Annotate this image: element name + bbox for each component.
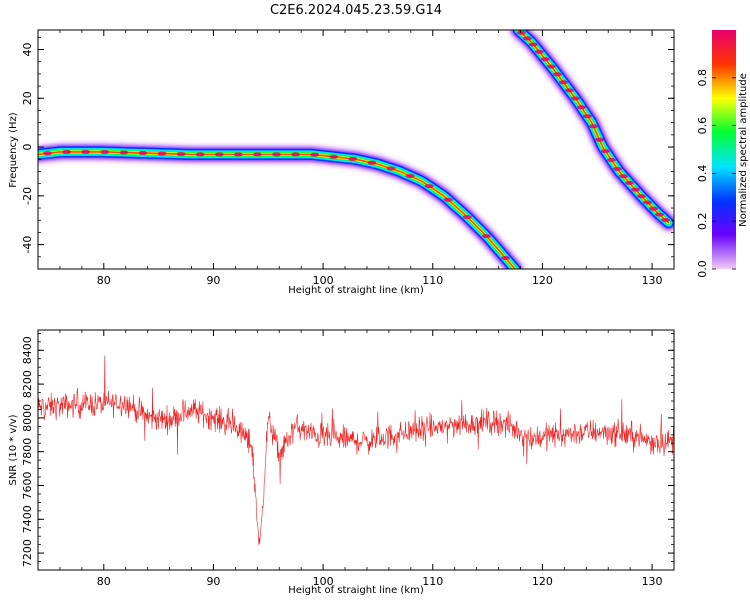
spectrogram-peak	[443, 197, 453, 202]
spectrogram-peak	[588, 124, 598, 129]
spectrogram-x-tick-label: 80	[97, 274, 111, 287]
spectrogram-peak	[649, 206, 658, 211]
snr-series-line	[38, 355, 674, 545]
spectrogram-peak	[637, 194, 646, 199]
spectrogram-peak	[195, 152, 205, 157]
spectrogram-x-tick-label: 110	[422, 274, 443, 287]
colorbar: 0.0 0.2 0.4 0.6 0.8 Normalized spectral ampl…	[696, 30, 749, 278]
colorbar-tick-label: 0.8	[696, 69, 709, 87]
snr-background	[38, 330, 674, 570]
spectrogram-y-tick-label: 20	[21, 91, 34, 105]
snr-y-tick-label: 7800	[21, 438, 34, 466]
spectrogram-frame	[37, 29, 675, 270]
snr-y-axis-title: SNR (10 * v/v)	[8, 414, 19, 485]
spectrogram-peak	[62, 149, 72, 154]
spectrogram-peak	[252, 152, 262, 157]
snr-x-tick-label: 100	[313, 575, 334, 588]
spectrogram-peak	[462, 215, 472, 219]
spectrogram-peak	[655, 212, 664, 217]
spectrogram-peak	[501, 256, 510, 260]
spectrogram-y-axis-title: Frequency (Hz)	[8, 112, 19, 188]
spectrogram-peak	[576, 105, 586, 110]
colorbar-scale	[712, 30, 736, 269]
figure-title: C2E6.2024.045.23.59.G14	[270, 3, 442, 18]
snr-frame	[37, 329, 675, 571]
spectrogram-peak	[600, 149, 610, 154]
snr-x-tick-label: 130	[642, 575, 663, 588]
spectrogram-peak	[570, 96, 580, 101]
spectrogram-peak	[618, 174, 628, 179]
spectrogram-peak	[516, 30, 526, 35]
colorbar-axis: 0.0 0.2 0.4 0.6 0.8	[696, 69, 736, 278]
spectrogram-y-tick-label: 0	[21, 144, 34, 151]
spectrogram-peak	[367, 160, 377, 165]
spectrogram-peak	[100, 150, 110, 154]
snr-axes: 80 90 100 110 120 130 8400 8200 8000 7800 7600 7400…	[21, 330, 675, 588]
snr-y-tick-label: 8000	[21, 404, 34, 432]
spectrogram-x-axis-title: Height of straight line (km)	[288, 285, 424, 296]
spectrogram-peak	[138, 151, 148, 155]
snr-y-tick-label: 8200	[21, 370, 34, 398]
snr-y-tick-label: 7400	[21, 505, 34, 533]
spectrogram-peak	[540, 57, 550, 62]
spectrogram-peak	[214, 152, 224, 157]
spectrogram-peak	[564, 88, 574, 93]
spectrogram-y-tick-label: -40	[21, 236, 34, 254]
spectrogram-peak	[606, 158, 616, 162]
spectrogram-axes: 80 90 100 110 120 130 40 20 0 -20 -40	[21, 30, 675, 287]
spectrogram-y-tick-label: -20	[21, 187, 34, 205]
spectrogram-peak	[612, 166, 622, 171]
snr-y-tick-label: 8400	[21, 336, 34, 364]
spectrogram-peak	[625, 180, 634, 185]
spectrogram-x-tick-label: 100	[313, 274, 334, 287]
spectrogram-peak	[546, 64, 556, 69]
snr-panel: 80 90 100 110 120 130 8400 8200 8000 7800 7600 7400…	[8, 329, 675, 596]
snr-y-tick-label: 7200	[21, 539, 34, 567]
spectrogram-tracks	[38, 30, 674, 269]
colorbar-title: Normalized spectral amplitude	[738, 73, 749, 227]
snr-y-tick-label: 7600	[21, 471, 34, 499]
snr-x-tick-label: 110	[422, 575, 443, 588]
spectrogram-peak	[386, 166, 396, 171]
spectrogram-peak	[119, 150, 129, 155]
spectrogram-y-tick-label: 40	[21, 43, 34, 57]
spectrogram-peak	[157, 151, 167, 156]
spectrogram-peak	[558, 80, 568, 85]
colorbar-tick-label: 0.2	[696, 212, 709, 230]
spectrogram-x-tick-label: 120	[532, 274, 553, 287]
spectrogram-peak	[405, 174, 415, 178]
spectrogram-peak	[81, 149, 91, 154]
spectrogram-peak	[348, 156, 358, 161]
spectrogram-peak	[534, 49, 544, 54]
spectrogram-peak	[176, 152, 186, 157]
colorbar-tick-label: 0.0	[696, 260, 709, 278]
spectrogram-peak	[424, 184, 434, 189]
spectrogram-peak	[233, 152, 243, 157]
colorbar-tick-label: 0.4	[696, 165, 709, 183]
spectrogram-peak	[522, 36, 532, 41]
spectrogram-peak	[310, 152, 320, 157]
spectrogram-peak	[528, 42, 538, 47]
spectrogram-x-tick-label: 130	[642, 274, 663, 287]
snr-x-tick-label: 120	[532, 575, 553, 588]
spectrogram-peak	[329, 154, 339, 159]
spectrogram-panel: 80 90 100 110 120 130 40 20 0 -20 -40 Height of st…	[8, 29, 675, 296]
spectrogram-peak	[43, 151, 52, 156]
spectrogram-x-tick-label: 90	[206, 274, 220, 287]
snr-x-axis-title: Height of straight line (km)	[288, 585, 424, 596]
spectrogram-peak	[643, 200, 652, 205]
spectrogram-peak	[594, 137, 604, 142]
spectrogram-peak	[631, 187, 640, 192]
spectrogram-peak	[661, 218, 670, 222]
snr-x-tick-label: 80	[97, 575, 111, 588]
spectrogram-peak	[582, 114, 592, 119]
spectrogram-peak	[291, 152, 301, 157]
spectrogram-peak	[481, 234, 491, 239]
spectrogram-peak	[552, 72, 562, 77]
snr-x-tick-label: 90	[206, 575, 220, 588]
colorbar-tick-label: 0.6	[696, 117, 709, 135]
spectrogram-peak	[272, 152, 281, 157]
